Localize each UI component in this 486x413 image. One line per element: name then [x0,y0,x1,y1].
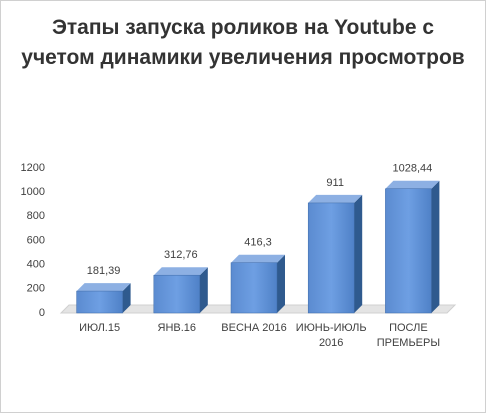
bar [230,262,278,314]
bar-side [277,254,285,313]
value-label: 312,76 [164,249,198,261]
bar-top [76,283,131,292]
bar-top [385,180,440,189]
chart-title: Этапы запуска роликов на Youtube с учето… [21,16,465,69]
y-tick-label: 1000 [21,186,45,198]
value-label: 181,39 [87,265,121,277]
y-tick-label: 400 [27,259,45,271]
value-label: 911 [326,177,344,189]
x-tick-label: ВЕСНА 2016 [221,322,287,334]
bar-top [308,194,363,203]
y-tick-label: 200 [27,283,45,295]
x-tick-label: ИЮНЬ-ИЮЛЬ 2016 [295,322,367,349]
x-tick-label: ПОСЛЕ ПРЕМЬЕРЫ [376,322,441,349]
bar [385,188,432,314]
value-label: 1028,44 [393,163,433,175]
bar-side [431,180,440,313]
y-tick-label: 600 [27,234,45,246]
y-tick-label: 0 [39,307,45,319]
y-tick-label: 1200 [21,162,45,174]
bar-top [231,254,285,263]
bar-side [199,267,208,313]
bar [153,274,201,314]
value-label: 416,3 [244,237,272,249]
bar [307,202,355,314]
bar-top [153,267,208,276]
bar-side [354,194,363,313]
bar [76,290,123,314]
bar-side [122,283,131,313]
y-tick-label: 800 [27,210,45,222]
x-tick-label: ИЮЛ.15 [79,322,121,334]
x-tick-label: ЯНВ.16 [157,322,197,334]
